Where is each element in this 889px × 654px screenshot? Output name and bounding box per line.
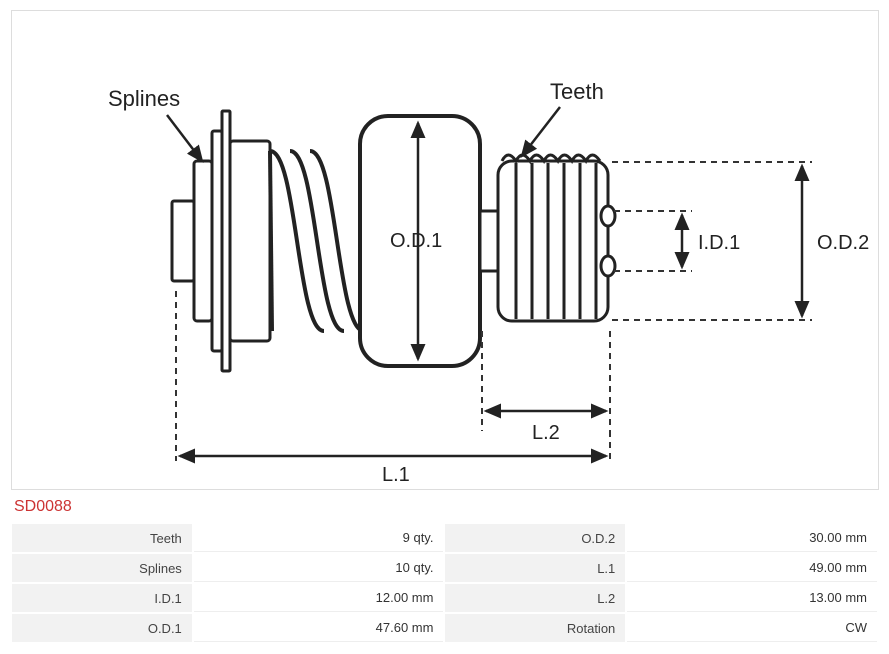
table-row: Splines10 qty.L.149.00 mm — [12, 554, 877, 582]
schematic-svg: Splines Teeth O.D.1 O.D.2 I.D.1 L.2 — [12, 11, 880, 491]
table-row: I.D.112.00 mmL.213.00 mm — [12, 584, 877, 612]
param-cell: O.D.2 — [445, 524, 625, 552]
label-teeth: Teeth — [550, 79, 604, 104]
value-cell: 12.00 mm — [194, 584, 444, 612]
value-cell: CW — [627, 614, 877, 642]
label-id1: I.D.1 — [698, 232, 740, 254]
param-cell: O.D.1 — [12, 614, 192, 642]
page-root: Splines Teeth O.D.1 O.D.2 I.D.1 L.2 — [0, 0, 889, 654]
value-cell: 10 qty. — [194, 554, 444, 582]
value-cell: 30.00 mm — [627, 524, 877, 552]
param-cell: I.D.1 — [12, 584, 192, 612]
param-cell: Teeth — [12, 524, 192, 552]
part-number: SD0088 — [14, 498, 879, 516]
spec-table: Teeth9 qty.O.D.230.00 mmSplines10 qty.L.… — [10, 522, 879, 644]
label-l2: L.2 — [532, 422, 560, 444]
label-od1: O.D.1 — [390, 230, 442, 252]
value-cell: 47.60 mm — [194, 614, 444, 642]
label-splines: Splines — [108, 86, 180, 111]
label-od2: O.D.2 — [817, 232, 869, 254]
value-cell: 13.00 mm — [627, 584, 877, 612]
param-cell: Rotation — [445, 614, 625, 642]
diagram-container: Splines Teeth O.D.1 O.D.2 I.D.1 L.2 — [11, 10, 879, 490]
param-cell: Splines — [12, 554, 192, 582]
param-cell: L.1 — [445, 554, 625, 582]
value-cell: 49.00 mm — [627, 554, 877, 582]
value-cell: 9 qty. — [194, 524, 444, 552]
label-l1: L.1 — [382, 464, 410, 486]
table-row: Teeth9 qty.O.D.230.00 mm — [12, 524, 877, 552]
table-row: O.D.147.60 mmRotationCW — [12, 614, 877, 642]
param-cell: L.2 — [445, 584, 625, 612]
